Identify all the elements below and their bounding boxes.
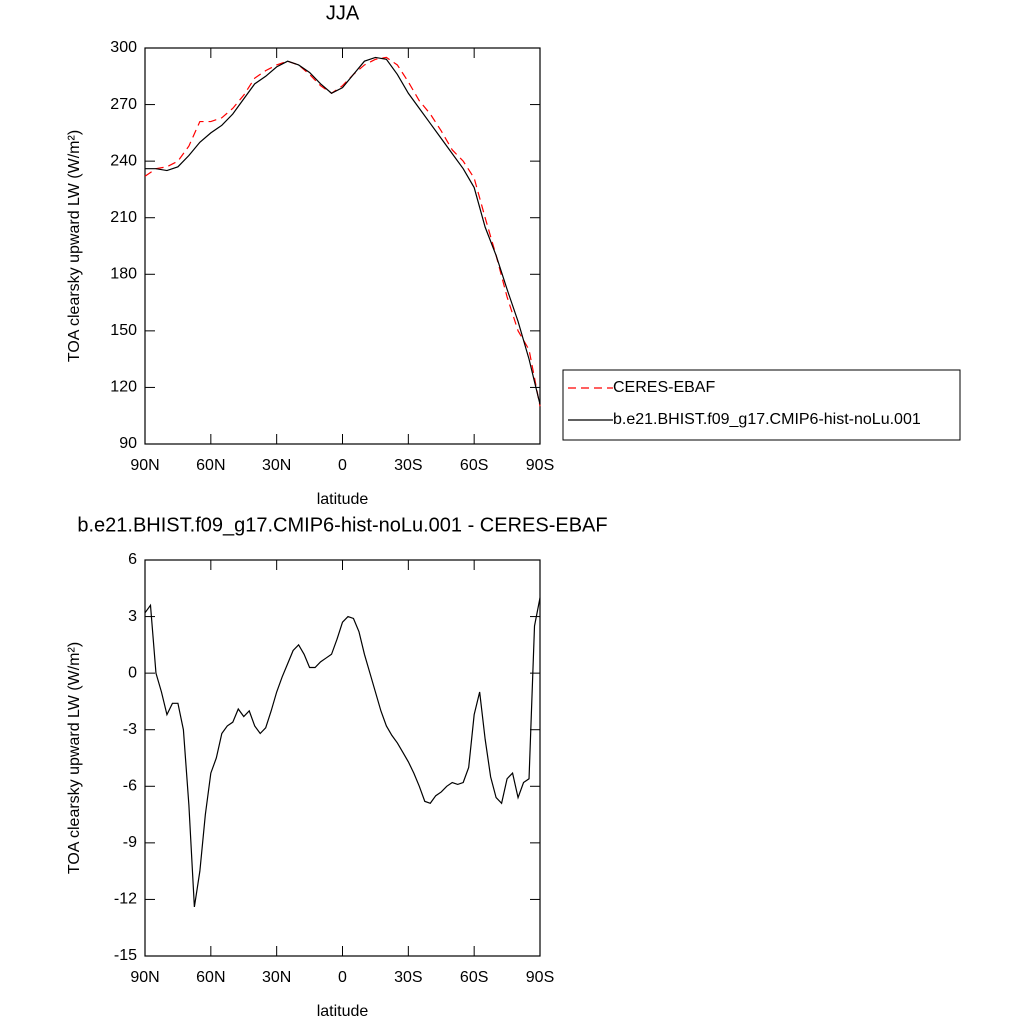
y-axis-label: TOA clearsky upward LW (W/m²) <box>66 642 83 874</box>
x-tick-label: 30N <box>262 969 291 986</box>
y-tick-label: 120 <box>110 379 137 396</box>
y-tick-label: 210 <box>110 209 137 226</box>
y-tick-label: 300 <box>110 39 137 56</box>
chart-title: JJA <box>326 2 360 24</box>
x-tick-label: 90S <box>526 457 554 474</box>
y-tick-label: 180 <box>110 266 137 283</box>
y-tick-label: 270 <box>110 96 137 113</box>
x-tick-label: 90N <box>130 457 159 474</box>
x-tick-label: 60S <box>460 457 488 474</box>
x-tick-label: 30N <box>262 457 291 474</box>
legend-box <box>562 369 961 441</box>
y-tick-label: -3 <box>123 721 137 738</box>
x-tick-label: 90S <box>526 969 554 986</box>
y-axis-label: TOA clearsky upward LW (W/m²) <box>66 130 83 362</box>
x-tick-label: 30S <box>394 457 422 474</box>
x-tick-label: 60S <box>460 969 488 986</box>
x-tick-label: 60N <box>196 969 225 986</box>
plot-frame <box>144 559 541 957</box>
x-tick-label: 0 <box>338 457 347 474</box>
x-axis-label: latitude <box>317 491 369 508</box>
data-line <box>144 56 541 407</box>
x-axis-label: latitude <box>317 1003 369 1020</box>
data-line <box>145 56 541 405</box>
x-tick-label: 60N <box>196 457 225 474</box>
y-tick-label: -9 <box>123 834 137 851</box>
y-tick-label: 0 <box>128 664 137 681</box>
legend-label: b.e21.BHIST.f09_g17.CMIP6-hist-noLu.001 <box>613 411 921 428</box>
chart-title: b.e21.BHIST.f09_g17.CMIP6-hist-noLu.001 … <box>77 514 607 536</box>
x-tick-label: 90N <box>130 969 159 986</box>
y-tick-label: -15 <box>114 947 137 964</box>
x-tick-label: 0 <box>338 969 347 986</box>
plot-frame <box>144 47 541 445</box>
legend-label: CERES-EBAF <box>613 379 715 396</box>
y-tick-label: 6 <box>128 551 137 568</box>
y-tick-label: 3 <box>128 608 137 625</box>
data-line <box>144 597 541 908</box>
y-tick-label: 240 <box>110 152 137 169</box>
x-tick-label: 30S <box>394 969 422 986</box>
y-tick-label: 150 <box>110 322 137 339</box>
y-tick-label: -6 <box>123 778 137 795</box>
y-tick-label: 90 <box>119 435 137 452</box>
y-tick-label: -12 <box>114 891 137 908</box>
